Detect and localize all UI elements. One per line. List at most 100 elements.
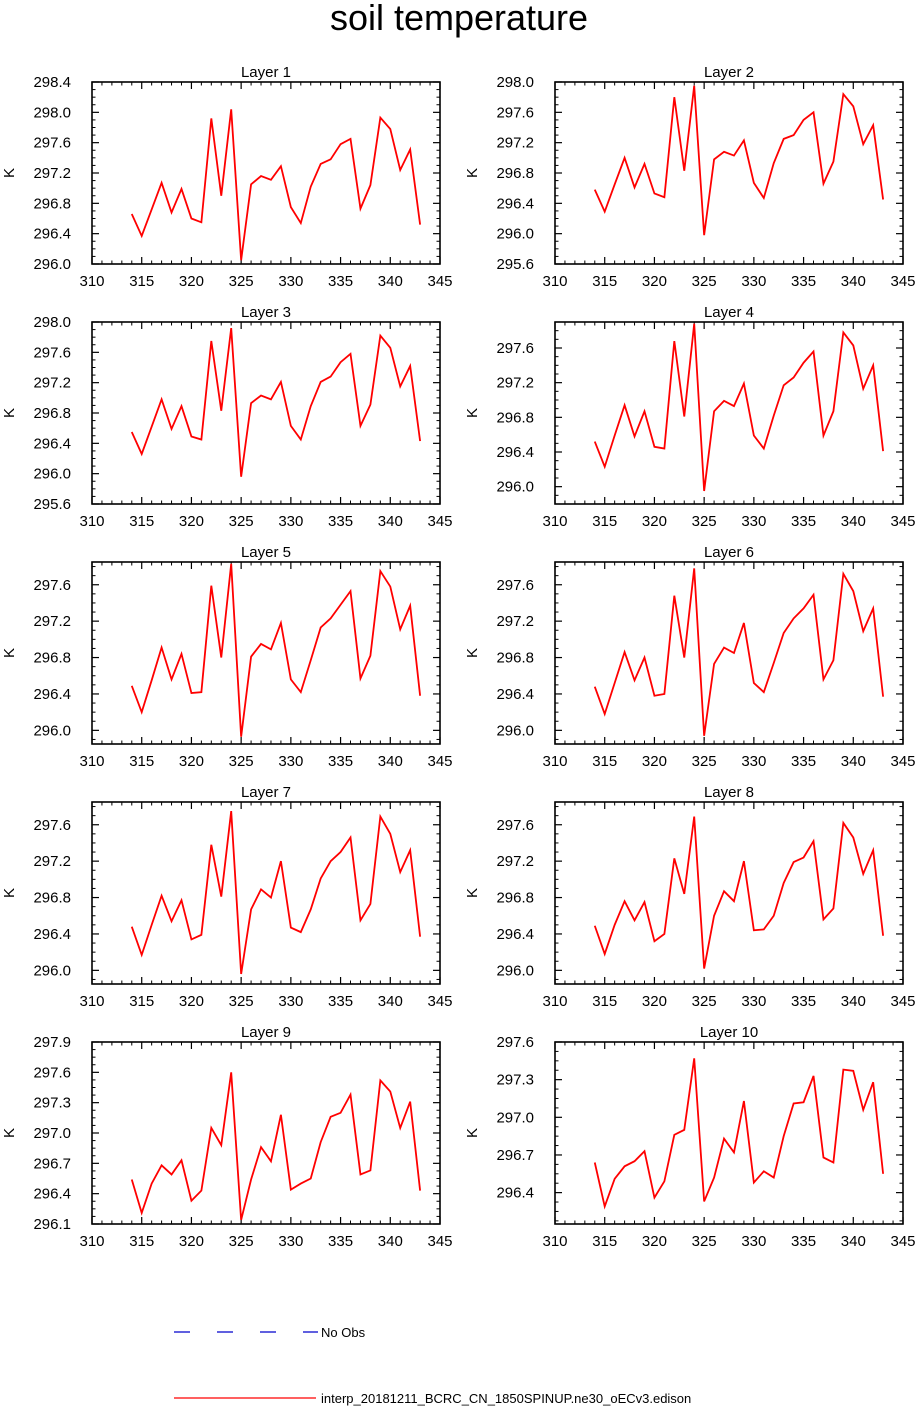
x-tick-label: 345 bbox=[890, 753, 915, 770]
y-axis-label: K bbox=[464, 1128, 481, 1138]
y-tick-label: 295.6 bbox=[496, 256, 534, 273]
y-tick-label: 297.2 bbox=[496, 375, 534, 392]
x-tick-label: 310 bbox=[79, 273, 104, 290]
x-tick-label: 310 bbox=[542, 753, 567, 770]
legend-obs-label: No Obs bbox=[321, 1325, 366, 1340]
plot-frame bbox=[554, 1041, 904, 1225]
plot-frame bbox=[91, 81, 441, 265]
y-tick-label: 296.1 bbox=[33, 1216, 71, 1233]
x-tick-label: 325 bbox=[229, 993, 254, 1010]
y-tick-label: 296.4 bbox=[33, 435, 71, 452]
y-tick-label: 296.0 bbox=[496, 479, 534, 496]
x-tick-label: 315 bbox=[129, 273, 154, 290]
y-tick-label: 296.0 bbox=[496, 962, 534, 979]
y-tick-label: 298.4 bbox=[33, 74, 71, 91]
y-tick-label: 296.8 bbox=[496, 165, 534, 182]
x-tick-label: 335 bbox=[328, 753, 353, 770]
y-tick-label: 297.6 bbox=[496, 577, 534, 594]
y-axis-label: K bbox=[464, 888, 481, 898]
series-line-1 bbox=[130, 1072, 422, 1221]
y-tick-label: 297.6 bbox=[496, 817, 534, 834]
panel-3: Layer 3 K 310 315 320 325 330 335 340 345 295.6 296… bbox=[1, 304, 453, 530]
x-tick-label: 325 bbox=[229, 513, 254, 530]
x-tick-label: 315 bbox=[129, 513, 154, 530]
y-tick-label: 296.8 bbox=[496, 890, 534, 907]
y-tick-label: 296.0 bbox=[33, 722, 71, 739]
y-tick-label: 297.6 bbox=[33, 577, 71, 594]
y-tick-label: 296.8 bbox=[496, 409, 534, 426]
x-tick-label: 335 bbox=[791, 753, 816, 770]
y-tick-label: 297.3 bbox=[496, 1072, 534, 1089]
y-tick-label: 295.6 bbox=[33, 496, 71, 513]
x-tick-label: 345 bbox=[427, 993, 452, 1010]
y-tick-label: 297.2 bbox=[33, 165, 71, 182]
series-line-1 bbox=[593, 85, 885, 236]
x-tick-label: 340 bbox=[378, 1233, 403, 1250]
y-tick-label: 296.0 bbox=[33, 962, 71, 979]
x-tick-label: 345 bbox=[427, 513, 452, 530]
x-tick-label: 315 bbox=[129, 1233, 154, 1250]
x-tick-label: 340 bbox=[378, 993, 403, 1010]
figure-title: soil temperature bbox=[330, 0, 588, 38]
x-tick-label: 335 bbox=[328, 993, 353, 1010]
x-tick-label: 330 bbox=[278, 753, 303, 770]
x-tick-label: 330 bbox=[278, 513, 303, 530]
y-tick-label: 298.0 bbox=[33, 314, 71, 331]
panel-8: Layer 8 K 310 315 320 325 330 335 340 345 296.0 296… bbox=[464, 784, 916, 1010]
x-tick-label: 340 bbox=[378, 753, 403, 770]
x-tick-label: 325 bbox=[229, 273, 254, 290]
y-tick-label: 296.4 bbox=[33, 1186, 71, 1203]
y-tick-label: 297.6 bbox=[33, 1064, 71, 1081]
x-tick-label: 335 bbox=[791, 273, 816, 290]
y-tick-label: 296.4 bbox=[33, 226, 71, 243]
x-tick-label: 310 bbox=[542, 273, 567, 290]
y-axis-label: K bbox=[1, 408, 18, 418]
y-tick-label: 296.4 bbox=[496, 926, 534, 943]
plot-frame bbox=[554, 81, 904, 265]
plot-frame bbox=[554, 321, 904, 505]
series-line-1 bbox=[130, 563, 422, 737]
panel-title: Layer 1 bbox=[241, 64, 291, 81]
series-line-1 bbox=[593, 816, 885, 969]
y-tick-label: 296.8 bbox=[496, 650, 534, 667]
plot-frame bbox=[91, 801, 441, 985]
x-tick-label: 320 bbox=[642, 513, 667, 530]
x-tick-label: 345 bbox=[890, 1233, 915, 1250]
x-tick-label: 325 bbox=[692, 273, 717, 290]
panels: Layer 1 K 310 315 320 325 330 335 340 345 296.0 296… bbox=[1, 64, 916, 1250]
x-tick-label: 340 bbox=[378, 513, 403, 530]
x-tick-label: 310 bbox=[79, 993, 104, 1010]
x-tick-label: 345 bbox=[427, 753, 452, 770]
series-line-1 bbox=[593, 323, 885, 492]
x-tick-label: 310 bbox=[542, 513, 567, 530]
x-tick-label: 310 bbox=[79, 1233, 104, 1250]
x-tick-label: 335 bbox=[328, 513, 353, 530]
panel-title: Layer 10 bbox=[700, 1024, 758, 1041]
x-tick-label: 330 bbox=[741, 273, 766, 290]
x-tick-label: 335 bbox=[791, 513, 816, 530]
panel-4: Layer 4 K 310 315 320 325 330 335 340 345 296.0 296… bbox=[464, 304, 916, 530]
x-tick-label: 325 bbox=[229, 1233, 254, 1250]
series-line-1 bbox=[130, 109, 422, 261]
y-tick-label: 296.4 bbox=[496, 195, 534, 212]
x-tick-label: 330 bbox=[278, 1233, 303, 1250]
x-tick-label: 310 bbox=[79, 513, 104, 530]
plot-frame bbox=[91, 561, 441, 745]
legend-model-label: interp_20181211_BCRC_CN_1850SPINUP.ne30_… bbox=[321, 1391, 691, 1406]
panel-title: Layer 5 bbox=[241, 544, 291, 561]
panel-5: Layer 5 K 310 315 320 325 330 335 340 345 296.0 296… bbox=[1, 544, 453, 770]
legend: No Obs interp_20181211_BCRC_CN_1850SPINU… bbox=[174, 1325, 691, 1406]
plot-frame bbox=[91, 321, 441, 505]
y-tick-label: 297.6 bbox=[33, 344, 71, 361]
panel-10: Layer 10 K 310 315 320 325 330 335 340 345 296.4 29… bbox=[464, 1024, 916, 1250]
x-tick-label: 340 bbox=[841, 753, 866, 770]
x-tick-label: 330 bbox=[278, 273, 303, 290]
x-tick-label: 340 bbox=[378, 273, 403, 290]
y-tick-label: 296.4 bbox=[33, 926, 71, 943]
y-tick-label: 297.6 bbox=[496, 340, 534, 357]
x-tick-label: 325 bbox=[692, 513, 717, 530]
y-tick-label: 297.6 bbox=[33, 135, 71, 152]
plot-frame bbox=[554, 561, 904, 745]
x-tick-label: 335 bbox=[328, 1233, 353, 1250]
x-tick-label: 320 bbox=[642, 993, 667, 1010]
